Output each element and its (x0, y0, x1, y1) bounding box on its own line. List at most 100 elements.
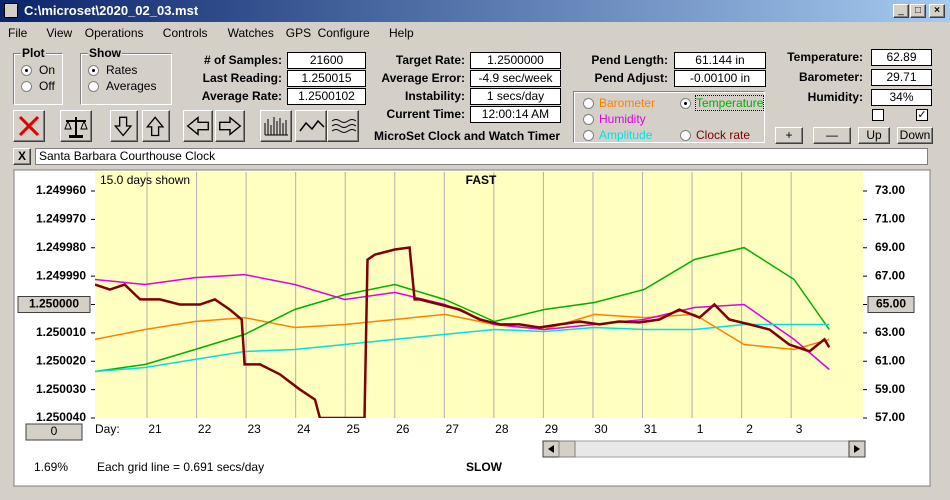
series-selector (573, 91, 765, 143)
series-line (95, 246, 831, 418)
field-label: Barometer: (798, 70, 863, 84)
y-tick-label: 1.250010 (36, 325, 86, 339)
toolbar-icon (219, 116, 242, 136)
series-line (95, 323, 830, 373)
caption: MicroSet Clock and Watch Timer (374, 129, 561, 143)
toolbar-button[interactable] (110, 110, 138, 142)
toolbar-button[interactable] (327, 110, 359, 142)
toolbar-button[interactable] (215, 110, 245, 142)
radio-label[interactable]: On (39, 63, 56, 77)
radio[interactable] (88, 65, 99, 76)
field-value: 61.144 in (674, 52, 766, 69)
toolbar-icon (18, 115, 40, 137)
toolbar-icon (299, 119, 325, 132)
y-tick-label: 1.249980 (36, 240, 86, 254)
radio[interactable] (21, 65, 32, 76)
menu-item[interactable]: Configure (317, 26, 370, 40)
close-button[interactable]: × (929, 4, 945, 18)
radio[interactable] (680, 98, 691, 109)
x-tick-label: 22 (198, 422, 212, 436)
y2-tick-label: 73.00 (875, 183, 905, 197)
toolbar-icon (64, 117, 88, 138)
span-label: 15.0 days shown (100, 173, 190, 187)
legend-entry[interactable]: Humidity (599, 112, 646, 126)
maximize-button[interactable]: □ (910, 4, 926, 18)
radio[interactable] (88, 81, 99, 92)
toolbar-button[interactable] (295, 110, 327, 142)
menu-item[interactable]: File (8, 26, 28, 40)
clock-name[interactable]: Santa Barbara Courthouse Clock (35, 148, 928, 165)
adjust-button[interactable]: Up (858, 127, 890, 144)
plot-area (95, 172, 863, 418)
scroll-thumb[interactable] (558, 440, 576, 458)
x-tick-label: 2 (746, 422, 753, 436)
chart: 21 22 23 24 25 26 27 28 29 30 31 1 2 31.2499601.24997… (13, 169, 931, 487)
y2-tick-label: 59.00 (875, 382, 905, 396)
menu-item[interactable]: Operations (84, 26, 144, 40)
series-line (95, 313, 830, 351)
field-label: Average Rate: (201, 89, 282, 103)
field-value: 1 secs/day (470, 88, 561, 105)
zero-button[interactable] (25, 423, 83, 441)
menu-item[interactable]: Watches (227, 26, 274, 40)
y-tick-label: 1.250020 (36, 353, 86, 367)
y-center-button[interactable] (17, 296, 91, 314)
y2-tick-label: 71.00 (875, 212, 905, 226)
toolbar-button[interactable] (13, 110, 45, 142)
minimize-button[interactable]: _ (893, 4, 909, 18)
x-tick-label: 1 (697, 422, 704, 436)
field-value: 62.89 (871, 49, 932, 66)
field-value: 1.2500000 (470, 52, 561, 69)
fast-label: FAST (466, 173, 497, 187)
zero-button-label[interactable]: 0 (51, 424, 58, 438)
menu-item[interactable]: View (46, 26, 73, 40)
y2-center-button[interactable] (867, 296, 915, 314)
field-value: 34% (871, 89, 932, 106)
legend-entry[interactable]: Barometer (599, 96, 656, 110)
y2-tick-label: 67.00 (875, 268, 905, 282)
legend-entry[interactable]: Clock rate (696, 128, 751, 142)
x-axis-label: Day: (95, 422, 120, 436)
y-tick-label: 1.249960 (36, 183, 86, 197)
adjust-button[interactable]: Down (897, 127, 933, 144)
menu-item[interactable]: Controls (162, 26, 208, 40)
legend-entry[interactable]: Temperature (694, 95, 765, 111)
toolbar-button[interactable] (142, 110, 170, 142)
x-tick-label: 28 (495, 422, 509, 436)
toolbar-button[interactable] (183, 110, 213, 142)
checkbox[interactable]: ✓ (916, 109, 928, 121)
scrollbar[interactable] (542, 440, 866, 458)
group-box (13, 53, 63, 105)
radio-label[interactable]: Off (39, 79, 55, 93)
field-value: -0.00100 in (674, 70, 766, 87)
adjust-button[interactable]: — (813, 127, 851, 144)
toolbar-icon (331, 119, 357, 133)
radio[interactable] (583, 130, 594, 141)
x-tick-label: 25 (347, 422, 361, 436)
menu-item[interactable]: Help (389, 26, 414, 40)
group-title: Show (88, 46, 122, 60)
y-tick-label: 1.250030 (36, 382, 86, 396)
menu-item[interactable]: GPS (285, 26, 312, 40)
toolbar-icon (264, 117, 288, 136)
toolbar-button[interactable] (260, 110, 292, 142)
legend-entry[interactable]: Amplitude (599, 128, 653, 142)
radio-label[interactable]: Rates (106, 63, 138, 77)
radio[interactable] (680, 130, 691, 141)
x-tick-label: 24 (297, 422, 311, 436)
y-tick-label[interactable]: 1.250000 (29, 297, 79, 311)
x-tick-label: 31 (644, 422, 658, 436)
radio[interactable] (583, 98, 594, 109)
toolbar-button[interactable] (60, 110, 92, 142)
x-tick-label: 30 (594, 422, 608, 436)
y2-tick-label[interactable]: 65.00 (876, 297, 906, 311)
x-tick-label: 21 (148, 422, 162, 436)
clear-button[interactable]: X (13, 148, 31, 165)
percent-label: 1.69% (34, 460, 68, 474)
radio-label[interactable]: Averages (106, 79, 157, 93)
field-label: Current Time: (386, 107, 465, 121)
radio[interactable] (583, 114, 594, 125)
adjust-button[interactable]: + (775, 127, 803, 144)
radio[interactable] (21, 81, 32, 92)
checkbox[interactable] (872, 109, 884, 121)
